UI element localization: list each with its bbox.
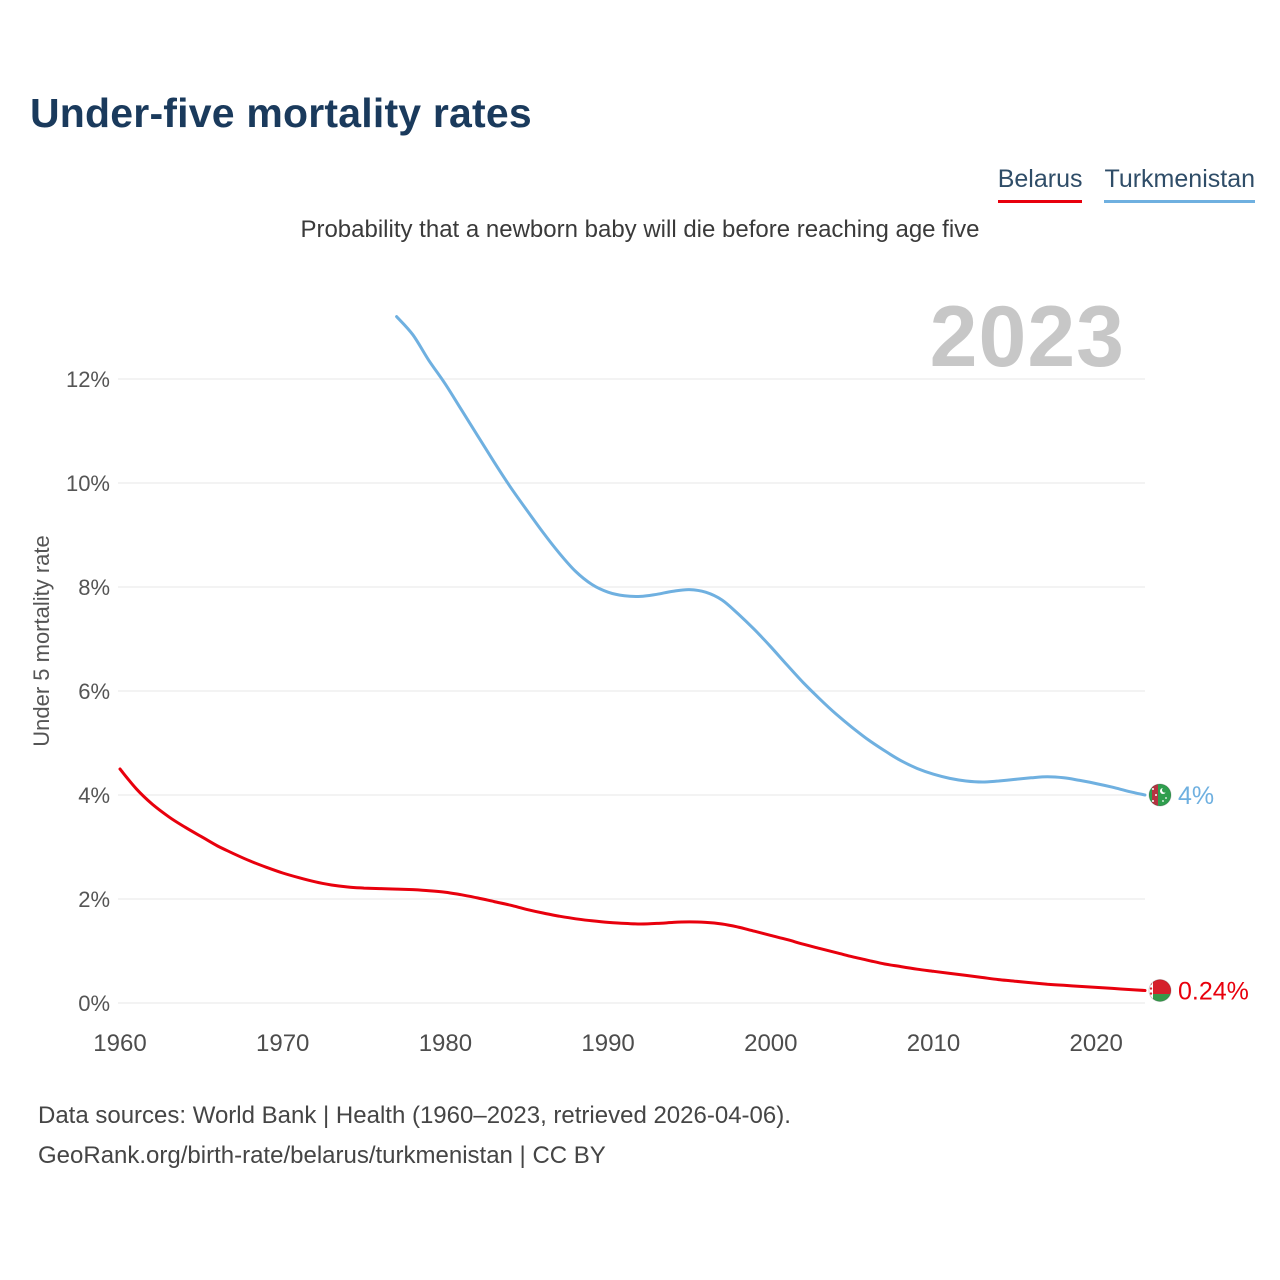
series-line-turkmenistan[interactable] <box>395 315 1147 797</box>
y-tick-label: 0% <box>78 991 110 1016</box>
y-tick-label: 4% <box>78 783 110 808</box>
x-tick-label: 2010 <box>907 1030 960 1057</box>
year-watermark: 2023 <box>929 289 1125 385</box>
x-tick-label: 2020 <box>1069 1030 1122 1057</box>
y-tick-label: 10% <box>66 471 110 496</box>
legend-label-belarus: Belarus <box>997 165 1083 193</box>
legend: Belarus Turkmenistan <box>997 165 1255 203</box>
footer: Data sources: World Bank | Health (1960–… <box>38 1096 791 1176</box>
legend-label-turkmenistan: Turkmenistan <box>1104 165 1255 193</box>
y-tick-label: 12% <box>66 367 110 392</box>
legend-item-turkmenistan[interactable]: Turkmenistan <box>1104 165 1255 203</box>
x-tick-label: 1970 <box>256 1030 309 1057</box>
x-tick-label: 1960 <box>93 1030 146 1057</box>
x-tick-label: 1990 <box>581 1030 634 1057</box>
footer-sources: Data sources: World Bank | Health (1960–… <box>38 1102 791 1129</box>
belarus-flag-icon[interactable] <box>1148 979 1172 1003</box>
series-line-belarus[interactable] <box>118 767 1147 992</box>
y-tick-label: 2% <box>78 887 110 912</box>
legend-item-belarus[interactable]: Belarus <box>997 165 1083 203</box>
y-tick-label: 8% <box>78 575 110 600</box>
chart-subtitle: Probability that a newborn baby will die… <box>300 216 980 243</box>
x-tick-label: 2000 <box>744 1030 797 1057</box>
footer-link: GeoRank.org/birth-rate/belarus/turkmenis… <box>38 1142 606 1169</box>
x-tick-label: 1980 <box>419 1030 472 1057</box>
series-end-value-belarus: 0.24% <box>1178 978 1249 1006</box>
turkmenistan-flag-icon[interactable] <box>1148 783 1172 807</box>
y-tick-label: 6% <box>78 679 110 704</box>
page-title: Under-five mortality rates <box>30 90 532 136</box>
series-end-value-turkmenistan: 4% <box>1178 782 1214 810</box>
